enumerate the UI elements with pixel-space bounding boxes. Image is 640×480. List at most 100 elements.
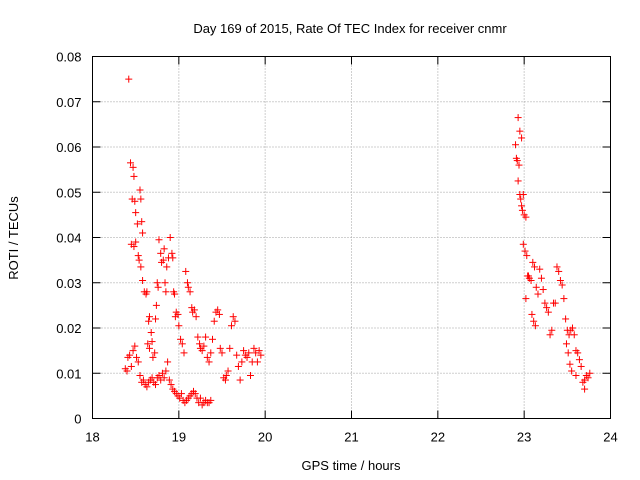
data-point [182, 267, 190, 275]
data-point [524, 272, 532, 280]
data-point [160, 245, 168, 253]
data-point [246, 372, 254, 380]
data-point [125, 75, 133, 83]
data-point [575, 356, 583, 364]
data-point [518, 134, 526, 142]
data-point [531, 322, 539, 330]
data-point [546, 331, 554, 339]
data-point [139, 276, 147, 284]
data-point [553, 263, 561, 271]
data-point [166, 234, 174, 241]
data-point [137, 263, 145, 271]
data-point [522, 213, 530, 221]
y-tick-label: 0.08 [56, 50, 81, 65]
data-point [572, 372, 580, 380]
data-point [224, 367, 232, 375]
data-point [165, 376, 173, 384]
data-point [139, 229, 147, 237]
x-tick-label: 19 [172, 430, 186, 445]
data-point [145, 344, 153, 352]
data-point [145, 317, 153, 325]
data-point [216, 344, 224, 352]
data-point [152, 315, 160, 323]
data-point [163, 263, 171, 271]
data-point [143, 383, 151, 391]
data-point [200, 342, 208, 350]
y-tick-label: 0 [74, 412, 81, 427]
data-point [132, 238, 140, 246]
data-point [169, 254, 177, 262]
data-point [231, 317, 239, 325]
data-point [148, 338, 156, 346]
data-point [257, 351, 265, 359]
data-point [556, 276, 564, 284]
data-point [161, 279, 169, 287]
data-point [233, 351, 241, 359]
data-point [135, 256, 143, 264]
data-point [159, 256, 167, 264]
data-point [152, 381, 160, 389]
data-point [162, 288, 170, 296]
data-point [245, 349, 253, 357]
data-point [123, 367, 131, 375]
x-tick-label: 24 [603, 430, 617, 445]
data-point [234, 362, 242, 370]
data-point [584, 374, 592, 382]
data-point [243, 353, 251, 361]
data-point [203, 353, 211, 361]
data-point [207, 349, 215, 357]
data-point [255, 347, 263, 355]
x-tick-label: 23 [517, 430, 531, 445]
data-point [209, 335, 217, 343]
data-point [517, 195, 525, 203]
y-tick-label: 0.03 [56, 276, 81, 291]
y-tick-label: 0.02 [56, 321, 81, 336]
data-point [130, 243, 138, 251]
data-point [131, 197, 139, 205]
data-point [515, 161, 523, 169]
grid-lines [92, 56, 611, 419]
data-point [562, 315, 570, 323]
data-point [218, 349, 226, 357]
data-point [167, 381, 175, 389]
data-point [190, 306, 198, 314]
data-point [177, 335, 185, 343]
data-point [238, 358, 246, 366]
data-point [222, 372, 230, 380]
data-point [153, 279, 161, 287]
data-point [143, 288, 151, 296]
data-point [192, 313, 200, 321]
data-point [177, 390, 185, 398]
data-point [521, 247, 529, 255]
data-point [210, 317, 218, 325]
data-point [536, 265, 544, 273]
data-point [151, 349, 159, 357]
data-point [513, 157, 521, 165]
data-point [134, 252, 142, 260]
data-point [570, 331, 578, 339]
data-point [207, 396, 215, 404]
data-point [564, 349, 572, 357]
x-tick-label: 21 [344, 430, 358, 445]
data-point [152, 301, 160, 309]
data-point [574, 349, 582, 357]
data-point [157, 249, 165, 257]
data-point [530, 317, 538, 325]
data-point [171, 290, 179, 298]
data-point [543, 304, 551, 312]
data-point [214, 306, 222, 314]
data-point [144, 340, 152, 348]
data-point [528, 310, 536, 318]
data-point [164, 358, 172, 366]
y-axis-label: ROTI / TECUs [6, 196, 21, 280]
data-point [537, 274, 545, 282]
x-tick-label: 22 [431, 430, 445, 445]
data-point [205, 358, 213, 366]
data-point [139, 376, 147, 384]
data-point [514, 114, 522, 122]
data-point [145, 313, 153, 321]
data-point [147, 329, 155, 337]
data-point [191, 390, 199, 398]
data-point [136, 372, 144, 380]
data-point [541, 299, 549, 307]
